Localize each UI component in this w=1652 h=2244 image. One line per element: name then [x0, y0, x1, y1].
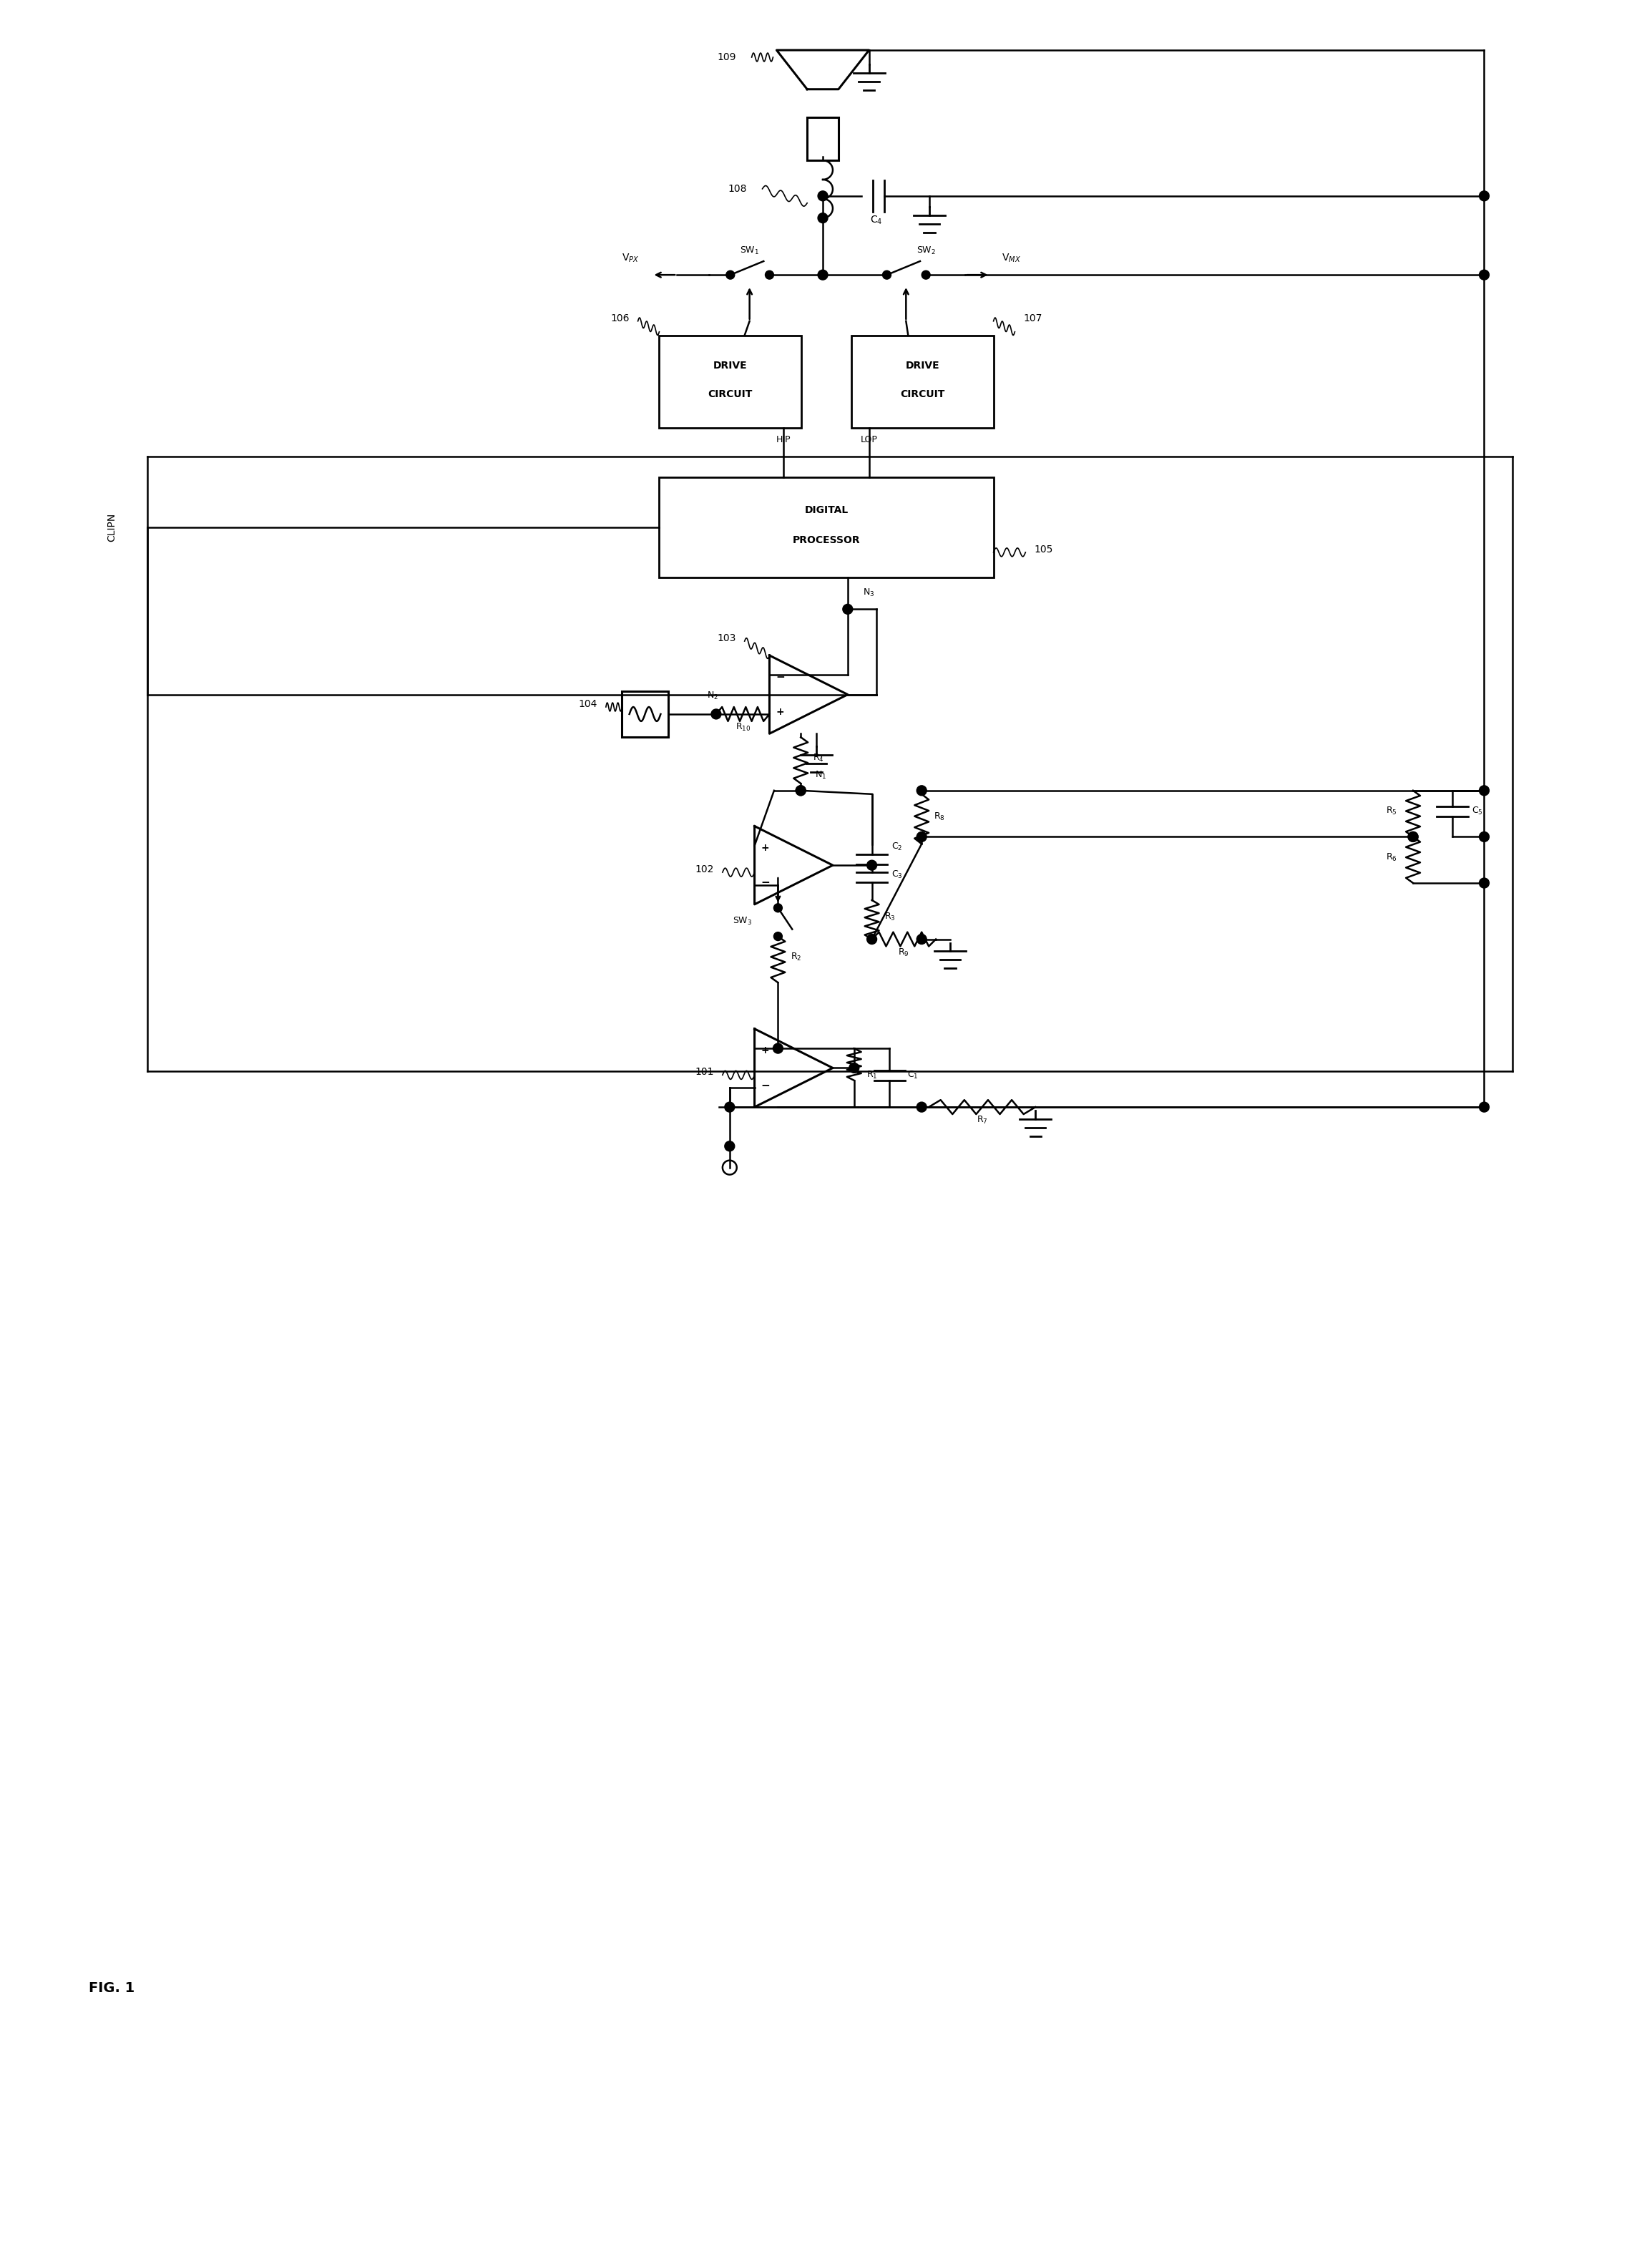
- Text: R$_7$: R$_7$: [976, 1115, 988, 1126]
- Circle shape: [867, 934, 877, 945]
- Text: SW$_3$: SW$_3$: [733, 916, 752, 927]
- Text: 102: 102: [695, 864, 714, 875]
- Text: R$_6$: R$_6$: [1386, 853, 1398, 864]
- Circle shape: [917, 934, 927, 945]
- Text: DIGITAL: DIGITAL: [805, 505, 847, 516]
- Text: R$_{10}$: R$_{10}$: [735, 723, 750, 734]
- Bar: [659, 478, 993, 577]
- Text: −: −: [760, 877, 770, 889]
- Circle shape: [773, 931, 783, 940]
- Text: SW$_2$: SW$_2$: [917, 245, 935, 256]
- Text: R$_3$: R$_3$: [884, 911, 895, 922]
- Text: +: +: [762, 844, 770, 853]
- Text: 106: 106: [611, 314, 629, 323]
- Circle shape: [725, 1142, 735, 1151]
- Text: 109: 109: [717, 52, 737, 63]
- Text: PROCESSOR: PROCESSOR: [793, 534, 861, 545]
- Circle shape: [1479, 877, 1488, 889]
- Circle shape: [725, 1102, 735, 1113]
- Text: FIG. 1: FIG. 1: [89, 1981, 134, 1995]
- Circle shape: [882, 272, 890, 278]
- Text: C$_5$: C$_5$: [1472, 806, 1483, 817]
- Circle shape: [727, 272, 735, 278]
- Circle shape: [922, 272, 930, 278]
- Text: V$_{MX}$: V$_{MX}$: [1001, 251, 1021, 265]
- Text: HIP: HIP: [776, 435, 791, 444]
- Text: 101: 101: [695, 1068, 714, 1077]
- Text: DRIVE: DRIVE: [905, 361, 940, 370]
- Text: R$_8$: R$_8$: [933, 810, 945, 821]
- Circle shape: [773, 904, 783, 911]
- Circle shape: [1408, 833, 1417, 841]
- Circle shape: [818, 213, 828, 222]
- Text: R$_9$: R$_9$: [899, 947, 910, 958]
- Text: 103: 103: [717, 633, 737, 644]
- Circle shape: [765, 272, 773, 278]
- Text: N$_1$: N$_1$: [814, 770, 826, 781]
- Circle shape: [710, 709, 722, 718]
- Text: +: +: [762, 1046, 770, 1055]
- Circle shape: [917, 833, 927, 841]
- Text: +: +: [776, 707, 785, 718]
- Text: LOP: LOP: [861, 435, 877, 444]
- Text: R$_1$: R$_1$: [866, 1070, 877, 1082]
- Text: CIRCUIT: CIRCUIT: [900, 390, 945, 399]
- Text: SW$_1$: SW$_1$: [740, 245, 760, 256]
- Bar: [851, 334, 993, 429]
- Text: V$_{PX}$: V$_{PX}$: [623, 251, 639, 265]
- Bar: [659, 334, 801, 429]
- Bar: [621, 691, 667, 738]
- Text: C$_1$: C$_1$: [907, 1070, 919, 1082]
- Text: CIRCUIT: CIRCUIT: [709, 390, 753, 399]
- Circle shape: [1479, 1102, 1488, 1113]
- Text: −: −: [775, 671, 785, 682]
- Text: N$_2$: N$_2$: [707, 691, 719, 702]
- Text: C$_2$: C$_2$: [890, 841, 902, 853]
- Circle shape: [1479, 191, 1488, 202]
- Circle shape: [917, 785, 927, 797]
- Circle shape: [796, 785, 806, 797]
- Circle shape: [843, 604, 852, 615]
- Text: 105: 105: [1034, 545, 1052, 554]
- Text: C$_4$: C$_4$: [871, 215, 882, 227]
- Text: −: −: [760, 1079, 770, 1091]
- Circle shape: [796, 785, 806, 797]
- Text: 104: 104: [578, 700, 598, 709]
- Circle shape: [917, 1102, 927, 1113]
- Text: C$_3$: C$_3$: [890, 868, 902, 880]
- Circle shape: [1479, 785, 1488, 797]
- Circle shape: [773, 1043, 783, 1052]
- Circle shape: [818, 191, 828, 202]
- Circle shape: [1479, 833, 1488, 841]
- Text: N$_3$: N$_3$: [864, 588, 876, 597]
- Text: 108: 108: [729, 184, 747, 193]
- Text: R$_5$: R$_5$: [1386, 806, 1398, 817]
- Text: CLIPN: CLIPN: [107, 514, 117, 541]
- Bar: [808, 117, 839, 159]
- Circle shape: [867, 859, 877, 871]
- Text: 107: 107: [1023, 314, 1042, 323]
- Circle shape: [1479, 269, 1488, 280]
- Circle shape: [1408, 833, 1417, 841]
- Circle shape: [818, 269, 828, 280]
- Text: R$_4$: R$_4$: [813, 752, 824, 763]
- Circle shape: [849, 1064, 859, 1073]
- Text: R$_2$: R$_2$: [790, 951, 801, 963]
- Text: DRIVE: DRIVE: [714, 361, 747, 370]
